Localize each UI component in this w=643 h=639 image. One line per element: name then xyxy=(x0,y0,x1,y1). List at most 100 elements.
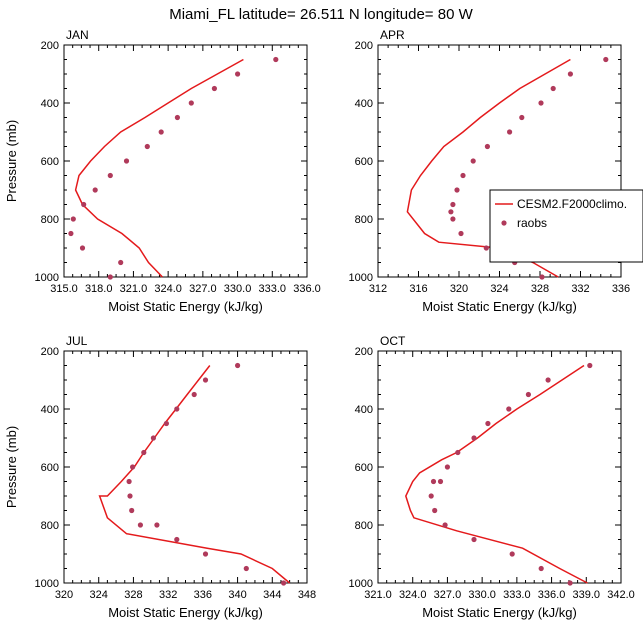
series-point-raobs xyxy=(448,209,454,215)
x-tick-label: 336 xyxy=(194,589,212,601)
y-tick-label: 1000 xyxy=(35,272,59,284)
series-point-raobs xyxy=(507,129,513,135)
x-tick-label: 324.0 xyxy=(154,283,182,295)
y-tick-label: 600 xyxy=(41,156,59,168)
series-point-raobs xyxy=(235,362,241,369)
panels: 315.0 318.0 321.0 324.0 327.0 330.0 333.0 336.0… xyxy=(4,28,635,620)
y-tick-label: 1000 xyxy=(349,272,373,284)
x-axis-label: Moist Static Energy (kJ/kg) xyxy=(108,605,263,620)
series-point-raobs xyxy=(174,406,180,412)
series-line-model xyxy=(404,364,588,584)
figure-title: Miami_FL latitude= 26.511 N longitude= 8… xyxy=(169,6,473,23)
y-tick-label: 600 xyxy=(355,156,373,168)
series-point-raobs xyxy=(68,230,74,237)
x-tick-label: 320 xyxy=(55,589,73,601)
x-tick-label: 330.0 xyxy=(224,283,252,295)
x-tick-label: 328 xyxy=(531,283,549,295)
series-point-raobs xyxy=(281,580,287,586)
x-tick-label: 327.0 xyxy=(189,283,217,295)
x-tick-label: 324.0 xyxy=(399,589,427,601)
series-point-raobs xyxy=(538,565,544,572)
series-line-model xyxy=(406,58,571,278)
series-point-raobs xyxy=(163,420,169,427)
series-point-raobs xyxy=(107,172,113,179)
x-tick-label: 333.0 xyxy=(503,589,531,601)
plot-frame xyxy=(63,44,308,278)
series-point-raobs xyxy=(150,435,156,441)
y-tick-label: 1000 xyxy=(35,578,59,590)
x-tick-label: 324 xyxy=(490,283,508,295)
panel-jul: 320 324 328 332 336 340 344 348 200 400 600 800 1000… xyxy=(4,334,316,620)
legend-label-raobs: raobs xyxy=(517,216,547,230)
series-point-raobs xyxy=(603,56,609,63)
series-point-raobs xyxy=(107,274,113,280)
x-tick-label: 348 xyxy=(298,589,316,601)
panel-apr: 312 316 320 324 328 332 336 200 400 600 800 1000 APR… xyxy=(349,28,631,314)
series-line-model xyxy=(98,365,291,584)
series-point-raobs xyxy=(587,362,593,369)
x-tick-label: 321.0 xyxy=(364,589,392,601)
y-tick-label: 400 xyxy=(355,404,373,416)
series-point-raobs xyxy=(567,71,574,77)
x-tick-label: 342.0 xyxy=(607,589,635,601)
panel-oct: 321.0 324.0 327.0 330.0 333.0 336.0 339.0 342.0… xyxy=(349,334,635,620)
x-tick-label: 332 xyxy=(571,283,589,295)
panel-label: OCT xyxy=(380,334,406,348)
series-point-raobs xyxy=(444,464,450,470)
series-point-raobs xyxy=(545,377,551,383)
series-point-raobs xyxy=(188,100,194,106)
y-tick-label: 400 xyxy=(41,404,59,416)
series-point-raobs xyxy=(243,565,249,572)
series-point-raobs xyxy=(437,478,444,485)
x-tick-label: 321.0 xyxy=(120,283,148,295)
series-point-raobs xyxy=(174,114,180,121)
y-tick-label: 800 xyxy=(355,214,373,226)
series-point-raobs xyxy=(454,187,460,193)
y-tick-label: 1000 xyxy=(349,578,373,590)
y-tick-label: 200 xyxy=(355,346,373,358)
y-tick-label: 200 xyxy=(41,346,59,358)
x-tick-label: 330.0 xyxy=(468,589,496,601)
y-axis-label: Pressure (mb) xyxy=(4,426,19,508)
series-point-raobs xyxy=(471,435,477,441)
series-point-raobs xyxy=(202,377,209,383)
series-point-raobs xyxy=(235,71,241,77)
y-tick-label: 400 xyxy=(355,98,373,110)
panel-label: JUL xyxy=(66,334,88,348)
series-point-raobs xyxy=(273,56,279,63)
series-point-raobs xyxy=(158,129,164,135)
series-point-raobs xyxy=(442,522,448,528)
legend-box xyxy=(489,189,643,263)
series-point-raobs xyxy=(525,391,532,398)
x-tick-label: 318.0 xyxy=(85,283,113,295)
legend: CESM2.F2000climo. raobs xyxy=(489,189,643,263)
x-tick-label: 324 xyxy=(90,589,108,601)
legend-label-model: CESM2.F2000climo. xyxy=(517,197,627,211)
series-point-raobs xyxy=(126,478,132,485)
series-point-raobs xyxy=(484,143,490,150)
series-point-raobs xyxy=(455,449,461,456)
plot-frame xyxy=(377,350,622,584)
series-point-raobs xyxy=(174,536,180,543)
panel-jan: 315.0 318.0 321.0 324.0 327.0 330.0 333.0 336.0… xyxy=(4,28,321,314)
series-point-raobs xyxy=(567,580,573,586)
series-point-raobs xyxy=(470,158,476,164)
plot-frame xyxy=(63,350,308,584)
panel-label: APR xyxy=(380,28,405,42)
panel-label: JAN xyxy=(66,28,89,42)
series-point-raobs xyxy=(450,216,456,222)
x-tick-label: 328 xyxy=(124,589,142,601)
x-tick-label: 333.0 xyxy=(259,283,287,295)
series-point-raobs xyxy=(191,391,197,398)
y-tick-label: 800 xyxy=(355,520,373,532)
x-tick-label: 315.0 xyxy=(50,283,78,295)
series-point-raobs xyxy=(485,420,491,427)
x-tick-label: 344 xyxy=(263,589,281,601)
x-tick-label: 336.0 xyxy=(538,589,566,601)
series-point-raobs xyxy=(538,100,544,106)
series-point-raobs xyxy=(137,522,143,528)
series-point-raobs xyxy=(144,143,150,150)
series-point-raobs xyxy=(123,158,130,164)
series-point-raobs xyxy=(92,187,98,193)
